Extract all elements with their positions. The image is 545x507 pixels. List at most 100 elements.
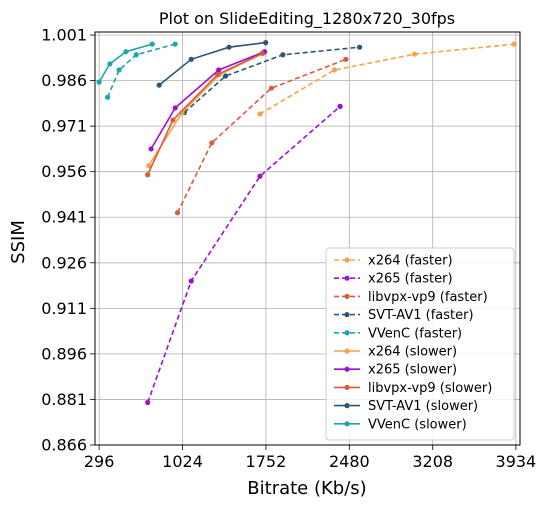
x-tick-label: 3934 <box>496 452 537 471</box>
data-point <box>133 52 139 58</box>
y-tick-label: 0.986 <box>41 71 87 90</box>
legend-entry: SVT-AV1 (faster) <box>334 308 474 323</box>
data-point <box>357 44 363 50</box>
series-line <box>146 105 341 403</box>
legend-marker <box>344 330 350 336</box>
legend-marker <box>344 275 350 281</box>
series-vvenc-slower <box>96 41 155 85</box>
legend-marker <box>344 257 350 263</box>
plot-frame <box>94 31 521 446</box>
legend-entry: libvpx-vp9 (faster) <box>334 290 488 305</box>
series-vvenc-faster <box>105 41 178 100</box>
x-tick-label: 296 <box>84 452 115 471</box>
data-point <box>116 67 122 73</box>
data-point <box>216 67 222 73</box>
legend-marker <box>344 384 350 390</box>
data-point <box>268 85 275 91</box>
legend-label: SVT-AV1 (faster) <box>368 308 474 323</box>
x-axis-label: Bitrate (Kb/s) <box>247 478 366 499</box>
legend-entry: x265 (faster) <box>334 272 453 287</box>
legend-box <box>325 247 515 441</box>
legend-marker <box>344 403 350 409</box>
data-point <box>123 49 129 55</box>
legend-entry: VVenC (faster) <box>334 326 462 341</box>
data-point <box>226 44 232 50</box>
data-point <box>170 117 176 123</box>
chart-title: Plot on SlideEditing_1280x720_30fps <box>159 9 455 29</box>
legend-marker <box>344 293 350 299</box>
data-point <box>222 73 229 79</box>
legend-label: libvpx-vp9 (slower) <box>368 381 492 396</box>
y-tick-label: 0.866 <box>41 436 87 455</box>
series-line <box>106 43 176 98</box>
data-point <box>107 61 113 67</box>
x-tick-label: 3208 <box>412 452 453 471</box>
y-tick-label: 0.926 <box>41 253 87 272</box>
legend-label: x264 (slower) <box>368 345 457 360</box>
series-line <box>183 46 360 114</box>
data-point <box>96 79 102 85</box>
y-axis-label: SSIM <box>8 220 29 264</box>
data-point <box>259 50 265 56</box>
series-x265-faster <box>145 103 343 406</box>
series-svt-av1-faster <box>181 44 363 116</box>
legend-label: VVenC (faster) <box>368 326 462 341</box>
series-libvpx-vp9-faster <box>174 56 349 216</box>
data-point <box>105 94 111 100</box>
data-point <box>149 41 155 47</box>
y-tick-label: 1.001 <box>41 26 87 45</box>
legend-marker <box>344 312 350 318</box>
data-point <box>145 399 151 406</box>
data-point <box>263 40 269 46</box>
x-axis-ticks: 296 1024 1752 2480 3208 3934 <box>84 445 536 471</box>
y-axis-ticks: 0.866 0.881 0.896 0.911 0.926 0.941 0.956 0.971… <box>41 26 95 455</box>
legend-label: x264 (faster) <box>368 254 453 269</box>
legend-marker <box>344 348 350 354</box>
series-line <box>98 43 153 83</box>
legend-entry: x264 (slower) <box>334 345 457 360</box>
series-libvpx-vp9-slower <box>145 50 265 178</box>
legend-marker <box>344 366 350 372</box>
series-line <box>259 43 515 115</box>
data-point <box>172 105 178 111</box>
data-point <box>156 82 162 88</box>
data-point <box>343 56 349 62</box>
legend: x264 (faster) x265 (faster) libvpx-vp9 (fa… <box>325 247 515 441</box>
axes <box>94 31 521 446</box>
y-tick-label: 0.881 <box>41 390 87 409</box>
legend-label: VVenC (slower) <box>368 417 467 432</box>
legend-entry: x265 (slower) <box>334 363 457 378</box>
y-tick-label: 0.956 <box>41 162 87 181</box>
series-line <box>150 50 265 150</box>
data-point <box>511 41 517 47</box>
data-point <box>280 52 286 58</box>
legend-entry: libvpx-vp9 (slower) <box>334 381 492 396</box>
x-tick-label: 2480 <box>329 452 370 471</box>
plot-series <box>96 40 517 406</box>
data-point <box>257 173 263 179</box>
y-tick-label: 0.971 <box>41 117 87 136</box>
legend-label: SVT-AV1 (slower) <box>368 399 478 414</box>
data-point <box>188 278 194 284</box>
y-tick-label: 0.896 <box>41 344 87 363</box>
data-point <box>148 146 154 152</box>
data-point <box>257 111 263 117</box>
legend-marker <box>344 421 350 427</box>
data-point <box>337 103 343 110</box>
data-point <box>412 51 418 57</box>
data-point <box>214 71 221 78</box>
data-point <box>331 67 338 73</box>
series-line <box>158 41 266 86</box>
data-point <box>209 140 215 146</box>
data-point <box>188 56 194 62</box>
data-point <box>172 41 178 47</box>
x-tick-label: 1752 <box>246 452 287 471</box>
series-x265-slower <box>148 49 268 152</box>
legend-entry: SVT-AV1 (slower) <box>334 399 478 414</box>
legend-label: libvpx-vp9 (faster) <box>368 290 488 305</box>
data-point <box>146 163 152 169</box>
data-point <box>174 210 181 216</box>
series-line <box>146 52 263 176</box>
y-tick-label: 0.941 <box>41 208 87 227</box>
